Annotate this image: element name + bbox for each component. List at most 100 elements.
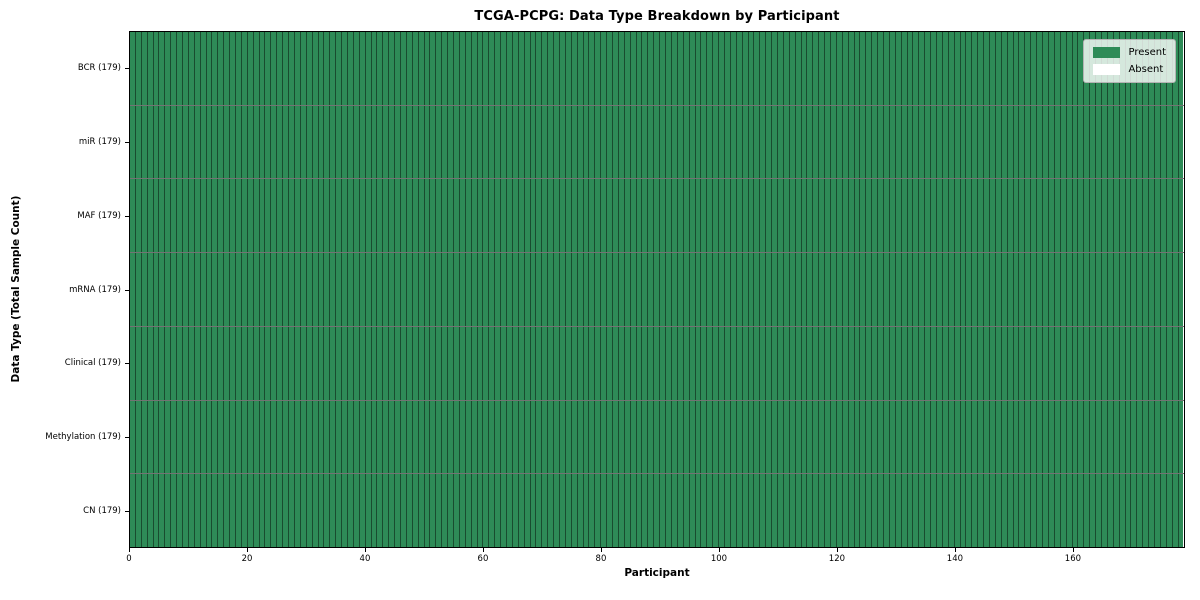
heatmap-cell	[654, 253, 661, 326]
heatmap-cell	[147, 179, 154, 253]
heatmap-cell	[1149, 474, 1155, 548]
chart-title: TCGA-PCPG: Data Type Breakdown by Partic…	[474, 9, 840, 24]
heatmap-cell	[1149, 326, 1155, 400]
heatmap-cell	[713, 179, 720, 253]
heatmap-cell	[1154, 326, 1161, 400]
heatmap-cell	[819, 105, 826, 179]
heatmap-cell	[259, 179, 266, 253]
heatmap-cell	[477, 474, 484, 548]
heatmap-cell	[194, 474, 201, 548]
heatmap-cell	[442, 253, 449, 326]
heatmap-cell	[183, 32, 189, 105]
heatmap-cell	[1154, 105, 1161, 179]
heatmap-cell	[548, 400, 555, 474]
heatmap-cell	[165, 474, 172, 548]
heatmap-cell	[937, 326, 943, 400]
heatmap-cell	[253, 326, 260, 400]
heatmap-cell	[383, 400, 390, 474]
heatmap-cell	[371, 105, 378, 179]
heatmap-cell	[371, 400, 378, 474]
heatmap-cell	[212, 179, 219, 253]
heatmap-cell	[342, 400, 348, 474]
y-tick-mark	[125, 363, 129, 365]
heatmap-cell	[1143, 105, 1150, 179]
heatmap-cell	[766, 474, 773, 548]
heatmap-cell	[878, 179, 884, 253]
heatmap-cell	[719, 474, 725, 548]
heatmap-cell	[135, 474, 142, 548]
heatmap-cell	[512, 105, 519, 179]
heatmap-cell	[1137, 400, 1144, 474]
heatmap-cell	[1066, 32, 1073, 105]
heatmap-cell	[430, 105, 437, 179]
heatmap-cell	[813, 32, 820, 105]
heatmap-cell	[377, 474, 384, 548]
heatmap-cell	[919, 326, 926, 400]
heatmap-cell	[730, 32, 737, 105]
y-tick-label: BCR (179)	[77, 62, 121, 73]
heatmap-cell	[383, 105, 390, 179]
heatmap-cell	[342, 179, 348, 253]
heatmap-cell	[1037, 32, 1044, 105]
heatmap-cell	[895, 32, 902, 105]
heatmap-cell	[1107, 326, 1114, 400]
heatmap-cell	[742, 400, 749, 474]
heatmap-cell	[666, 253, 672, 326]
heatmap-cell	[1178, 400, 1184, 474]
heatmap-cell	[937, 179, 943, 253]
heatmap-cell	[324, 105, 331, 179]
heatmap-cell	[960, 105, 967, 179]
heatmap-cell	[1007, 474, 1014, 548]
heatmap-cell	[336, 105, 343, 179]
heatmap-cell	[707, 326, 714, 400]
heatmap-cell	[701, 326, 708, 400]
heatmap-cell	[990, 32, 996, 105]
heatmap-cell	[365, 32, 372, 105]
heatmap-cell	[135, 32, 142, 105]
heatmap-cell	[389, 179, 396, 253]
heatmap-cell	[842, 105, 849, 179]
heatmap-cell	[1072, 105, 1079, 179]
heatmap-cell	[1054, 253, 1061, 326]
heatmap-cell	[801, 32, 808, 105]
heatmap-cell	[1078, 253, 1085, 326]
heatmap-cell	[972, 400, 979, 474]
heatmap-cell	[783, 253, 790, 326]
y-tick-label: CN (179)	[83, 506, 121, 517]
heatmap-cell	[536, 326, 543, 400]
heatmap-cell	[1090, 400, 1097, 474]
heatmap-cell	[636, 474, 643, 548]
heatmap-cell	[253, 253, 260, 326]
heatmap-cell	[836, 105, 843, 179]
heatmap-cell	[1054, 474, 1061, 548]
heatmap-cell	[194, 400, 201, 474]
heatmap-cell	[135, 326, 142, 400]
heatmap-cell	[389, 400, 396, 474]
heatmap-cell	[400, 474, 407, 548]
heatmap-cell	[277, 105, 284, 179]
heatmap-cell	[860, 474, 867, 548]
heatmap-cell	[742, 105, 749, 179]
heatmap-cell	[748, 253, 755, 326]
heatmap-cell	[247, 474, 254, 548]
x-tick-label: 100	[710, 554, 728, 564]
heatmap-cell	[601, 32, 608, 105]
heatmap-cell	[660, 253, 667, 326]
heatmap-cell	[489, 474, 496, 548]
heatmap-cell	[966, 253, 973, 326]
heatmap-cell	[642, 326, 649, 400]
heatmap-cell	[1001, 400, 1008, 474]
heatmap-cell	[1084, 105, 1091, 179]
heatmap-cell	[194, 253, 201, 326]
heatmap-cell	[512, 474, 519, 548]
heatmap-cell	[436, 179, 443, 253]
heatmap-cell	[618, 326, 625, 400]
heatmap-cell	[901, 32, 908, 105]
heatmap-cell	[259, 474, 266, 548]
heatmap-cell	[819, 32, 826, 105]
heatmap-cell	[230, 326, 237, 400]
heatmap-cell	[848, 474, 855, 548]
heatmap-cell	[1178, 253, 1184, 326]
heatmap-cell	[636, 253, 643, 326]
heatmap-cell	[589, 105, 596, 179]
